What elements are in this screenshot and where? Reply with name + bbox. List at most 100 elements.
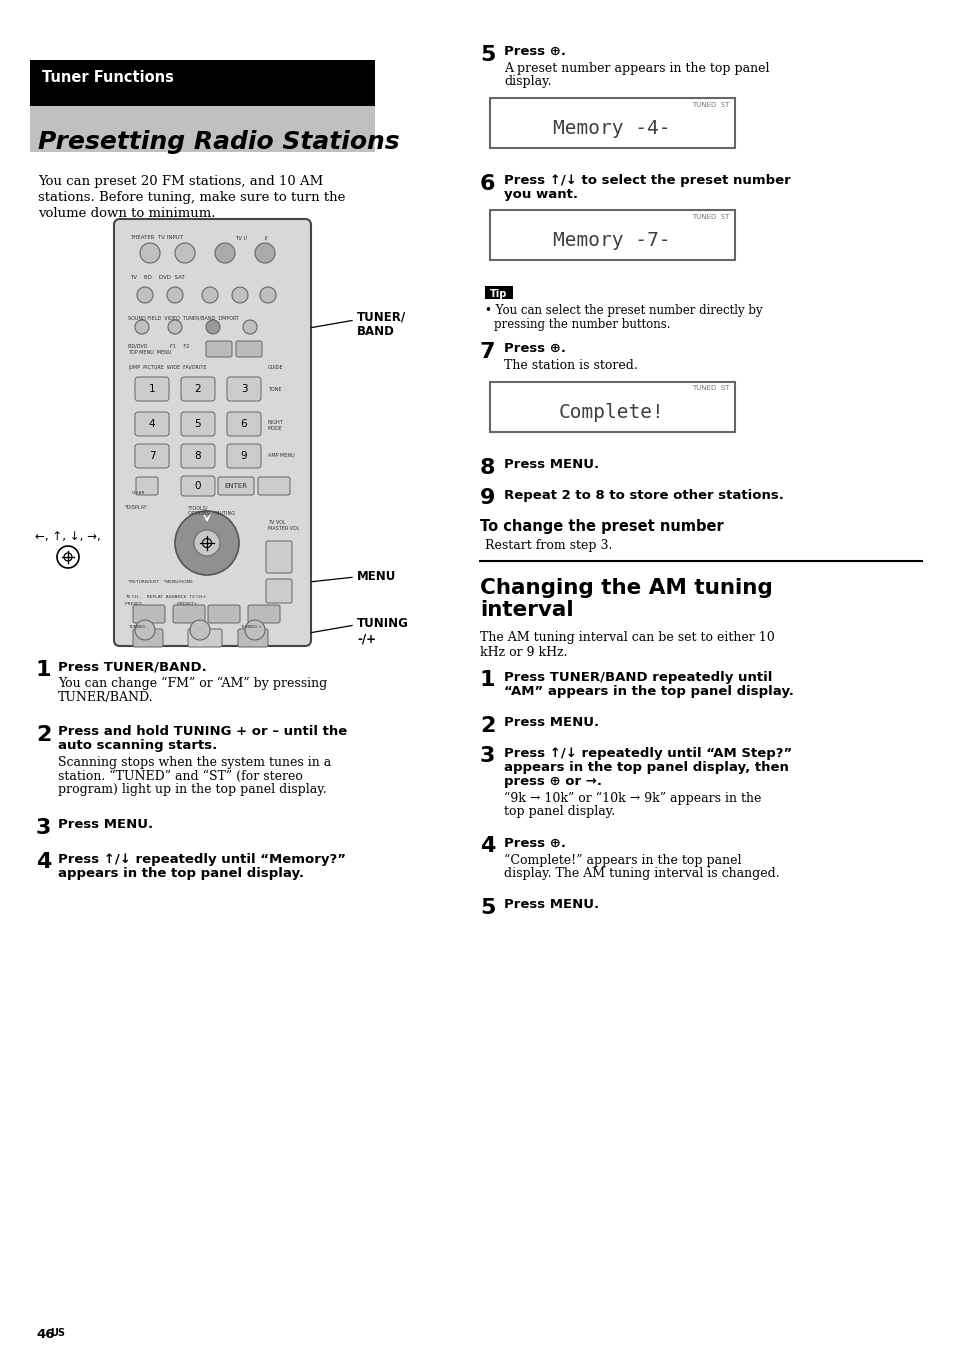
- Text: I/: I/: [265, 235, 268, 241]
- Circle shape: [140, 243, 160, 264]
- Text: interval: interval: [479, 600, 573, 621]
- FancyBboxPatch shape: [208, 604, 240, 623]
- Text: 3: 3: [240, 384, 247, 393]
- Text: US: US: [50, 1328, 65, 1338]
- Text: 5: 5: [479, 899, 495, 918]
- Circle shape: [193, 530, 220, 556]
- Text: 7: 7: [479, 342, 495, 362]
- Circle shape: [232, 287, 248, 303]
- Text: 4: 4: [36, 853, 51, 872]
- Text: TUNER/BAND.: TUNER/BAND.: [58, 691, 153, 703]
- FancyBboxPatch shape: [484, 287, 513, 299]
- Circle shape: [135, 320, 149, 334]
- Text: 5: 5: [479, 45, 495, 65]
- Text: station. “TUNED” and “ST” (for stereo: station. “TUNED” and “ST” (for stereo: [58, 769, 302, 783]
- FancyBboxPatch shape: [490, 210, 734, 260]
- FancyBboxPatch shape: [181, 443, 214, 468]
- Text: Presetting Radio Stations: Presetting Radio Stations: [38, 130, 399, 154]
- Text: TUNER/
BAND: TUNER/ BAND: [356, 310, 406, 338]
- Text: Press and hold TUNING + or – until the: Press and hold TUNING + or – until the: [58, 725, 347, 738]
- Text: press ⊕ or →.: press ⊕ or →.: [503, 775, 601, 787]
- FancyBboxPatch shape: [135, 412, 169, 435]
- Text: Press ⊕.: Press ⊕.: [503, 837, 565, 849]
- Text: NIGHT
MODE: NIGHT MODE: [268, 420, 283, 431]
- FancyBboxPatch shape: [227, 443, 261, 468]
- FancyBboxPatch shape: [135, 443, 169, 468]
- Text: “Complete!” appears in the top panel: “Complete!” appears in the top panel: [503, 853, 740, 867]
- Text: JUMP  PICTURE  WIDE  FAVORITE: JUMP PICTURE WIDE FAVORITE: [128, 365, 206, 370]
- Circle shape: [260, 287, 275, 303]
- Text: 6: 6: [240, 419, 247, 429]
- Circle shape: [190, 621, 210, 639]
- Circle shape: [174, 511, 239, 575]
- Text: 9: 9: [240, 452, 247, 461]
- Text: Repeat 2 to 8 to store other stations.: Repeat 2 to 8 to store other stations.: [503, 488, 783, 502]
- Text: 1: 1: [36, 660, 51, 680]
- Text: 2: 2: [479, 715, 495, 735]
- Text: Press ↑/↓ to select the preset number: Press ↑/↓ to select the preset number: [503, 174, 790, 187]
- Text: ENTER: ENTER: [224, 483, 247, 489]
- Text: 3: 3: [479, 746, 495, 767]
- Circle shape: [174, 243, 194, 264]
- Text: “AM” appears in the top panel display.: “AM” appears in the top panel display.: [503, 684, 793, 698]
- Text: Press ↑/↓ repeatedly until “AM Step?”: Press ↑/↓ repeatedly until “AM Step?”: [503, 746, 791, 760]
- FancyBboxPatch shape: [235, 341, 262, 357]
- Text: • You can select the preset number directly by: • You can select the preset number direc…: [484, 304, 761, 316]
- Text: THEATER  TV INPUT: THEATER TV INPUT: [130, 235, 183, 241]
- Circle shape: [202, 287, 218, 303]
- Text: TUNING -: TUNING -: [128, 625, 148, 629]
- Text: 8: 8: [479, 457, 495, 477]
- Circle shape: [243, 320, 256, 334]
- Circle shape: [167, 287, 183, 303]
- Text: 1: 1: [479, 671, 495, 691]
- Text: appears in the top panel display.: appears in the top panel display.: [58, 867, 304, 880]
- Text: *TOOLS/
OPTIONS  *MUTING: *TOOLS/ OPTIONS *MUTING: [188, 506, 234, 516]
- Text: TUNED  ST: TUNED ST: [691, 385, 728, 392]
- Text: To change the preset number: To change the preset number: [479, 519, 723, 534]
- FancyBboxPatch shape: [490, 97, 734, 147]
- Text: 4: 4: [149, 419, 155, 429]
- FancyBboxPatch shape: [135, 377, 169, 402]
- Text: Press ↑/↓ repeatedly until “Memory?”: Press ↑/↓ repeatedly until “Memory?”: [58, 853, 346, 865]
- Text: TUNED  ST: TUNED ST: [691, 214, 728, 220]
- Circle shape: [137, 287, 152, 303]
- Text: Memory -4-: Memory -4-: [553, 119, 670, 138]
- Text: *RETURN/EXIT   *MENU/HOME: *RETURN/EXIT *MENU/HOME: [128, 580, 193, 584]
- Text: appears in the top panel display, then: appears in the top panel display, then: [503, 760, 788, 773]
- Text: TV VOL
MASTER VOL: TV VOL MASTER VOL: [268, 521, 299, 531]
- Text: 4: 4: [479, 837, 495, 857]
- Text: AMP MENU: AMP MENU: [268, 453, 294, 458]
- FancyBboxPatch shape: [227, 377, 261, 402]
- Text: Restart from step 3.: Restart from step 3.: [484, 538, 612, 552]
- Text: 3: 3: [36, 818, 51, 837]
- Text: 2: 2: [36, 725, 51, 745]
- Circle shape: [135, 621, 154, 639]
- Text: TOP MENU  MENU: TOP MENU MENU: [128, 350, 172, 356]
- Text: Press MENU.: Press MENU.: [58, 818, 153, 830]
- Text: Press MENU.: Press MENU.: [503, 457, 598, 470]
- Circle shape: [254, 243, 274, 264]
- FancyBboxPatch shape: [132, 604, 165, 623]
- Circle shape: [168, 320, 182, 334]
- Text: pressing the number buttons.: pressing the number buttons.: [494, 318, 670, 331]
- Text: Tip: Tip: [490, 289, 507, 299]
- Text: TV CH-     REPLAY  ADVANCE  TV CH+: TV CH- REPLAY ADVANCE TV CH+: [125, 595, 206, 599]
- Circle shape: [214, 243, 234, 264]
- Text: kHz or 9 kHz.: kHz or 9 kHz.: [479, 645, 567, 658]
- Text: SOUND FIELD  VIDEO  TUNER/BAND  DMPORT: SOUND FIELD VIDEO TUNER/BAND DMPORT: [128, 315, 239, 320]
- Text: 1: 1: [149, 384, 155, 393]
- FancyBboxPatch shape: [218, 477, 253, 495]
- Text: 5: 5: [194, 419, 201, 429]
- Text: Press MENU.: Press MENU.: [503, 899, 598, 911]
- FancyBboxPatch shape: [30, 105, 375, 151]
- FancyBboxPatch shape: [132, 629, 163, 648]
- Text: display. The AM tuning interval is changed.: display. The AM tuning interval is chang…: [503, 867, 779, 880]
- Text: Press ⊕.: Press ⊕.: [503, 342, 565, 356]
- Text: MENU: MENU: [356, 571, 395, 583]
- FancyBboxPatch shape: [266, 541, 292, 573]
- FancyBboxPatch shape: [490, 381, 734, 431]
- Text: CLEAR: CLEAR: [132, 491, 146, 495]
- Text: TV    BD    DVD  SAT: TV BD DVD SAT: [130, 274, 185, 280]
- Text: ←, ↑, ↓, →,: ←, ↑, ↓, →,: [35, 530, 101, 544]
- Text: program) light up in the top panel display.: program) light up in the top panel displ…: [58, 783, 326, 796]
